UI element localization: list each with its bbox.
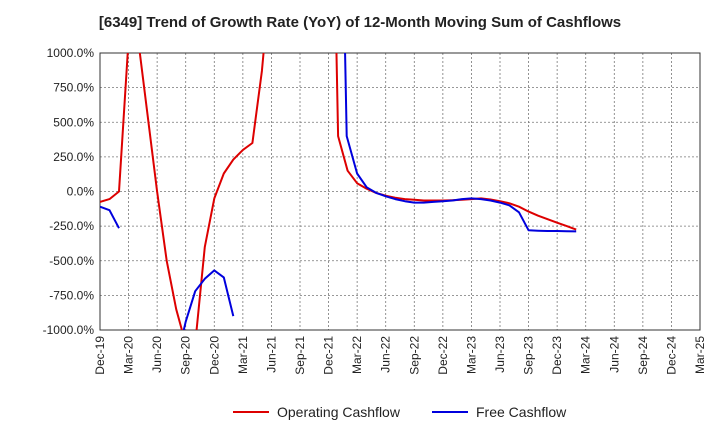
x-tick-label: Dec-24 [664, 336, 678, 375]
plot-area [99, 52, 701, 331]
x-tick-label: Mar-20 [122, 336, 136, 374]
y-axis-tick-labels: 1000.0% 750.0% 500.0% 250.0% 0.0% -250.0% -500… [43, 46, 95, 337]
y-tick-label: 250.0% [53, 150, 94, 164]
x-tick-label: Sep-24 [636, 336, 650, 375]
legend-label-free-cashflow: Free Cashflow [476, 404, 567, 420]
series-line-operating-cashflow [100, 53, 265, 330]
y-tick-label: -750.0% [49, 288, 94, 302]
grid-lines [99, 52, 701, 331]
legend-swatch-free-cashflow [432, 411, 468, 413]
x-tick-label: Jun-20 [150, 336, 164, 373]
series-lines [100, 53, 577, 330]
x-tick-label: Sep-22 [407, 336, 421, 375]
y-tick-label: 0.0% [67, 185, 95, 199]
y-tick-label: -250.0% [49, 219, 94, 233]
x-tick-label: Mar-21 [236, 336, 250, 374]
chart-title: [6349] Trend of Growth Rate (YoY) of 12-… [98, 14, 622, 31]
x-tick-label: Sep-23 [522, 336, 536, 375]
legend-swatch-operating-cashflow [233, 411, 269, 413]
x-tick-label: Mar-23 [464, 336, 478, 374]
x-tick-label: Jun-22 [379, 336, 393, 373]
x-tick-label: Dec-22 [436, 336, 450, 375]
series-line-free-cashflow [182, 269, 235, 330]
x-tick-label: Dec-20 [207, 336, 221, 375]
x-tick-label: Dec-19 [93, 336, 107, 375]
y-tick-label: -1000.0% [43, 323, 95, 337]
y-tick-label: -500.0% [49, 254, 94, 268]
x-tick-label: Jun-24 [607, 336, 621, 373]
legend-item-free-cashflow: Free Cashflow [432, 404, 566, 420]
x-axis-tick-labels: Dec-19 Mar-20 Jun-20 Sep-20 Dec-20 Mar-21 Jun-… [93, 336, 707, 375]
y-tick-label: 500.0% [53, 115, 94, 129]
x-tick-label: Sep-21 [293, 336, 307, 375]
x-tick-label: Mar-25 [693, 336, 707, 374]
x-tick-label: Dec-21 [322, 336, 336, 375]
series-line-free-cashflow [344, 53, 577, 233]
x-tick-label: Mar-22 [350, 336, 364, 374]
x-tick-label: Mar-24 [579, 336, 593, 374]
y-tick-label: 750.0% [53, 81, 94, 95]
x-tick-label: Jun-21 [264, 336, 278, 373]
x-tick-label: Jun-23 [493, 336, 507, 373]
legend-item-operating-cashflow: Operating Cashflow [233, 404, 400, 420]
x-tick-label: Dec-23 [550, 336, 564, 375]
series-line-free-cashflow [100, 205, 120, 229]
y-tick-label: 1000.0% [47, 46, 95, 60]
series-line-operating-cashflow [335, 53, 577, 231]
legend: Operating Cashflow Free Cashflow [0, 404, 720, 426]
legend-label-operating-cashflow: Operating Cashflow [277, 404, 400, 420]
x-tick-label: Sep-20 [179, 336, 193, 375]
